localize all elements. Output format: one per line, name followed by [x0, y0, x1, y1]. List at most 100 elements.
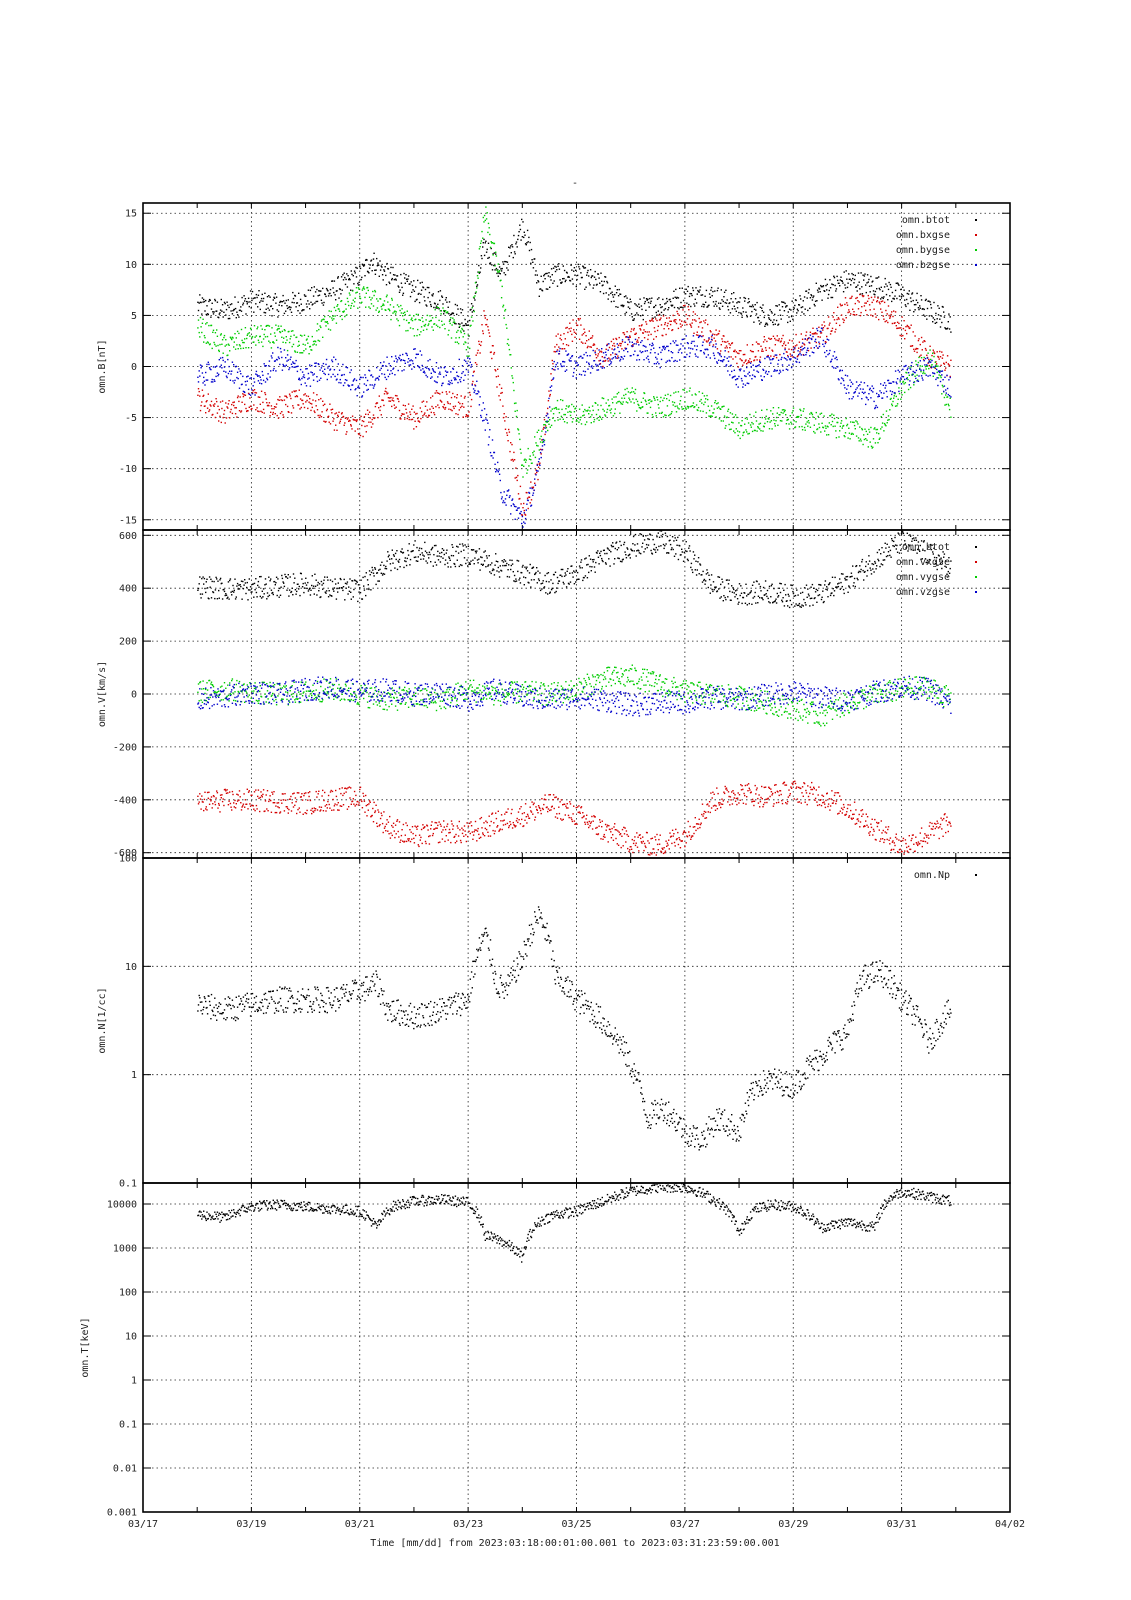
- data-point: [573, 329, 575, 331]
- data-point: [246, 586, 248, 589]
- data-point: [223, 301, 226, 304]
- data-point: [368, 411, 371, 413]
- data-point: [463, 332, 466, 335]
- data-point: [567, 353, 570, 355]
- data-point: [208, 367, 211, 369]
- data-point: [633, 318, 635, 320]
- data-point: [278, 327, 280, 330]
- data-point: [476, 352, 479, 354]
- data-point: [298, 292, 300, 294]
- data-point: [491, 269, 494, 271]
- data-point: [642, 406, 644, 408]
- data-point: [848, 398, 851, 400]
- data-point: [573, 367, 576, 370]
- data-point: [440, 366, 442, 369]
- data-point: [308, 588, 310, 591]
- data-point: [760, 345, 762, 347]
- data-point: [666, 300, 669, 303]
- data-point: [838, 436, 840, 438]
- data-point: [694, 353, 696, 355]
- data-point: [435, 390, 438, 392]
- data-point: [475, 393, 477, 395]
- data-point: [610, 340, 613, 343]
- data-point: [480, 255, 483, 257]
- data-point: [747, 361, 749, 364]
- data-point: [872, 280, 874, 282]
- data-point: [314, 400, 317, 402]
- data-point: [666, 317, 668, 319]
- data-point: [266, 303, 268, 306]
- data-point: [644, 331, 646, 333]
- data-point: [379, 405, 382, 408]
- data-point: [542, 280, 544, 283]
- data-point: [502, 261, 504, 263]
- data-point: [716, 348, 719, 350]
- data-point: [307, 581, 309, 584]
- data-point: [380, 305, 382, 308]
- data-point: [662, 298, 664, 301]
- data-point: [320, 320, 323, 322]
- data-point: [428, 414, 431, 417]
- data-point: [552, 378, 554, 380]
- data-point: [798, 347, 800, 349]
- data-point: [852, 313, 854, 316]
- data-point: [457, 329, 459, 332]
- data-point: [785, 423, 788, 425]
- data-point: [830, 360, 832, 362]
- data-point: [465, 368, 468, 371]
- data-point: [631, 341, 633, 343]
- data-point: [444, 310, 447, 312]
- data-point: [708, 342, 711, 344]
- data-point: [470, 324, 472, 327]
- data-point: [691, 294, 693, 297]
- data-point: [555, 266, 557, 268]
- data-point: [677, 307, 679, 309]
- data-point: [552, 267, 555, 269]
- data-point: [718, 332, 720, 335]
- data-point: [295, 593, 297, 595]
- data-point: [948, 328, 951, 330]
- data-point: [924, 364, 926, 366]
- data-point: [731, 413, 734, 415]
- data-point: [745, 375, 747, 378]
- data-point: [729, 428, 731, 431]
- data-point: [433, 413, 436, 416]
- data-point: [928, 315, 931, 317]
- data-point: [528, 249, 531, 252]
- data-point: [498, 270, 501, 272]
- data-point: [858, 281, 860, 283]
- data-point: [216, 372, 219, 374]
- data-point: [844, 303, 846, 306]
- data-point: [311, 349, 313, 351]
- data-point: [249, 301, 251, 303]
- data-point: [922, 314, 925, 316]
- data-point: [724, 301, 726, 304]
- data-point: [239, 584, 241, 586]
- data-point: [534, 482, 536, 484]
- data-point: [849, 278, 851, 280]
- data-point: [449, 382, 451, 384]
- data-point: [638, 325, 641, 327]
- data-point: [556, 408, 558, 410]
- data-point: [578, 338, 581, 340]
- data-point: [937, 356, 940, 358]
- data-point: [645, 346, 647, 348]
- data-point: [908, 374, 910, 376]
- data-point: [580, 272, 582, 274]
- data-point: [902, 376, 905, 378]
- data-point: [288, 341, 291, 344]
- data-point: [441, 320, 443, 322]
- legend-swatch: [975, 264, 977, 266]
- data-point: [455, 378, 457, 381]
- data-point: [236, 376, 238, 379]
- data-point: [473, 297, 475, 299]
- data-point: [256, 596, 258, 598]
- data-point: [920, 299, 923, 301]
- data-point: [367, 289, 369, 292]
- data-point: [681, 287, 683, 289]
- data-point: [840, 276, 842, 278]
- data-point: [832, 316, 834, 318]
- data-point: [420, 354, 423, 356]
- data-point: [787, 354, 789, 357]
- data-point: [343, 310, 345, 312]
